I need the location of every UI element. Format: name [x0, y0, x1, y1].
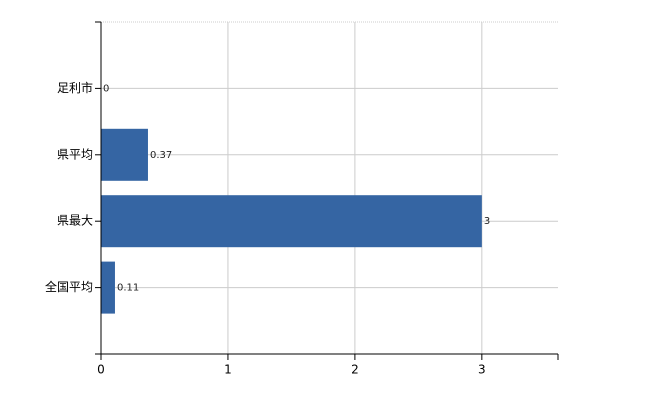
y-tick-label: 県最大 — [57, 214, 93, 228]
value-label: 0 — [103, 83, 109, 94]
y-tick-label: 県平均 — [57, 147, 93, 161]
y-tick-label: 足利市 — [57, 80, 93, 95]
x-tick-label: 2 — [351, 363, 359, 377]
x-tick-label: 3 — [478, 363, 486, 377]
value-label: 3 — [484, 216, 490, 227]
value-label: 0.11 — [117, 283, 139, 294]
bar — [101, 261, 115, 314]
x-tick-label: 1 — [224, 363, 232, 377]
y-tick-label: 全国平均 — [45, 279, 93, 294]
bar — [101, 195, 482, 248]
bar — [101, 128, 148, 181]
value-label: 0.37 — [150, 150, 172, 161]
x-tick-label: 0 — [97, 363, 105, 377]
